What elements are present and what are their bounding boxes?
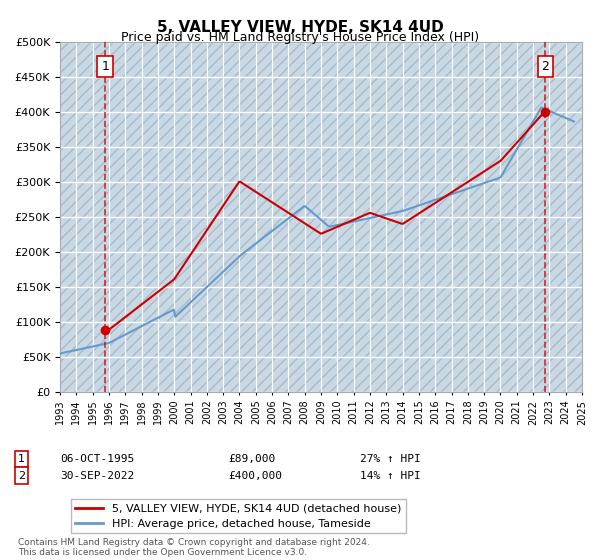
Bar xyxy=(223,42,227,392)
Bar xyxy=(150,42,154,392)
Bar xyxy=(566,42,570,392)
Bar xyxy=(337,42,341,392)
Bar xyxy=(386,42,391,392)
Bar xyxy=(174,42,178,392)
Bar xyxy=(435,42,439,392)
Bar xyxy=(443,42,448,392)
Bar xyxy=(468,42,472,392)
Legend: 5, VALLEY VIEW, HYDE, SK14 4UD (detached house), HPI: Average price, detached ho: 5, VALLEY VIEW, HYDE, SK14 4UD (detached… xyxy=(71,499,406,534)
Bar xyxy=(191,42,194,392)
Bar xyxy=(182,42,187,392)
Bar xyxy=(248,42,251,392)
Text: £89,000: £89,000 xyxy=(228,454,275,464)
Bar xyxy=(296,42,301,392)
Bar xyxy=(346,42,350,392)
Bar xyxy=(484,42,488,392)
Bar xyxy=(329,42,333,392)
Bar xyxy=(574,42,578,392)
Bar xyxy=(394,42,398,392)
Bar xyxy=(492,42,496,392)
Bar xyxy=(280,42,284,392)
Bar xyxy=(550,42,553,392)
Bar xyxy=(133,42,137,392)
Bar xyxy=(272,42,276,392)
Bar xyxy=(264,42,268,392)
Bar xyxy=(321,42,325,392)
Text: 2: 2 xyxy=(541,60,549,73)
Bar xyxy=(101,42,105,392)
Text: 27% ↑ HPI: 27% ↑ HPI xyxy=(360,454,421,464)
Text: £400,000: £400,000 xyxy=(228,471,282,481)
Bar xyxy=(68,42,72,392)
Bar xyxy=(525,42,529,392)
Text: 1: 1 xyxy=(101,60,109,73)
Bar xyxy=(215,42,219,392)
Text: 14% ↑ HPI: 14% ↑ HPI xyxy=(360,471,421,481)
Bar xyxy=(166,42,170,392)
Bar xyxy=(509,42,512,392)
Bar xyxy=(378,42,382,392)
Bar xyxy=(76,42,80,392)
Text: 30-SEP-2022: 30-SEP-2022 xyxy=(60,471,134,481)
Bar xyxy=(452,42,455,392)
Bar xyxy=(117,42,121,392)
Bar xyxy=(92,42,97,392)
Bar xyxy=(362,42,366,392)
Text: 5, VALLEY VIEW, HYDE, SK14 4UD: 5, VALLEY VIEW, HYDE, SK14 4UD xyxy=(157,20,443,35)
Bar xyxy=(353,42,358,392)
Bar xyxy=(85,42,89,392)
Bar xyxy=(557,42,562,392)
Bar xyxy=(313,42,317,392)
Bar xyxy=(476,42,480,392)
Text: Contains HM Land Registry data © Crown copyright and database right 2024.
This d: Contains HM Land Registry data © Crown c… xyxy=(18,538,370,557)
Bar xyxy=(207,42,211,392)
Bar xyxy=(239,42,244,392)
Bar xyxy=(125,42,130,392)
Text: Price paid vs. HM Land Registry's House Price Index (HPI): Price paid vs. HM Land Registry's House … xyxy=(121,31,479,44)
Text: 06-OCT-1995: 06-OCT-1995 xyxy=(60,454,134,464)
Bar xyxy=(60,42,64,392)
Text: 2: 2 xyxy=(18,471,25,481)
Bar xyxy=(500,42,505,392)
Bar xyxy=(533,42,537,392)
Bar xyxy=(199,42,203,392)
Bar xyxy=(370,42,374,392)
Bar xyxy=(419,42,423,392)
Bar xyxy=(109,42,113,392)
Bar xyxy=(541,42,545,392)
Bar xyxy=(305,42,309,392)
Bar xyxy=(289,42,292,392)
Bar xyxy=(411,42,415,392)
Bar xyxy=(427,42,431,392)
Bar xyxy=(256,42,260,392)
Bar xyxy=(231,42,235,392)
Bar xyxy=(403,42,407,392)
Bar xyxy=(517,42,521,392)
Text: 1: 1 xyxy=(18,454,25,464)
Bar xyxy=(142,42,146,392)
Bar xyxy=(460,42,464,392)
Bar xyxy=(158,42,162,392)
